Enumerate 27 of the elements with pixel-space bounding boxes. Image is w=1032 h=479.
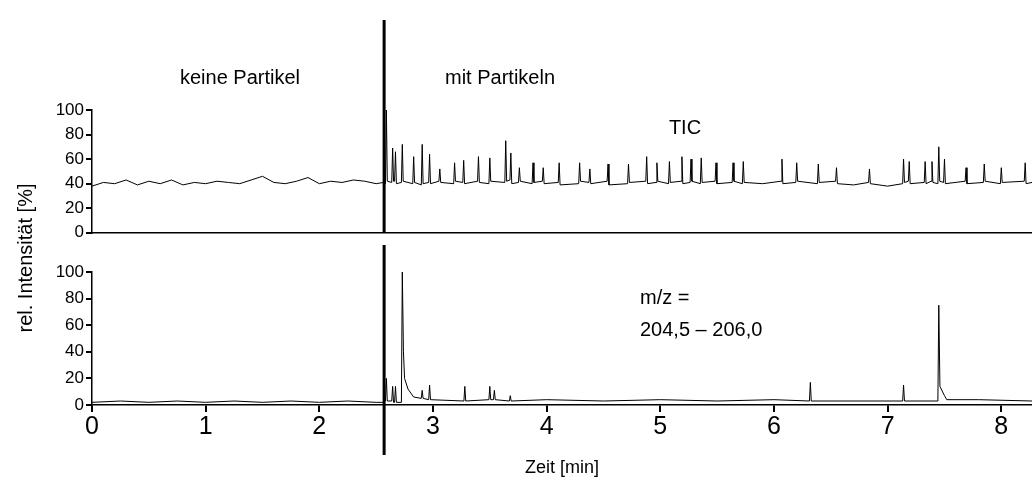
text: mit Partikeln [444,65,556,88]
y-tick-label: 20 [65,368,84,388]
y-tick-label: 40 [65,173,84,193]
y-tick-label: 100 [55,261,84,281]
y-tick-label: 0 [74,394,84,414]
y-tick-label: 100 [55,99,84,119]
x-tick-label: 1 [198,410,213,439]
x-tick-label: 6 [767,410,781,439]
y-tick-label: 60 [65,148,84,168]
annotation: m/z = [640,285,690,308]
y-tick-label: 40 [65,341,84,361]
x-tick-label: 4 [539,410,554,439]
x-tick-label: 8 [994,410,1009,439]
annotation: 204,5 – 206,0 [640,317,763,340]
y-tick-label: 80 [65,288,84,308]
x-axis-title: Zeit [min] [524,457,600,478]
text: keine Partikel [179,65,301,88]
y-tick-label: 80 [65,124,84,144]
x-tick-label: 2 [312,410,327,439]
x-tick-label: 7 [880,410,895,439]
x-tick-label: 5 [653,410,668,439]
annotation: TIC [668,115,702,138]
x-tick-label: 3 [426,410,440,439]
y-tick-label: 20 [65,197,84,217]
y-axis-title: rel. Intensität [%] [13,183,37,333]
y-tick-label: 60 [65,314,84,334]
y-tick-label: 0 [74,222,84,242]
